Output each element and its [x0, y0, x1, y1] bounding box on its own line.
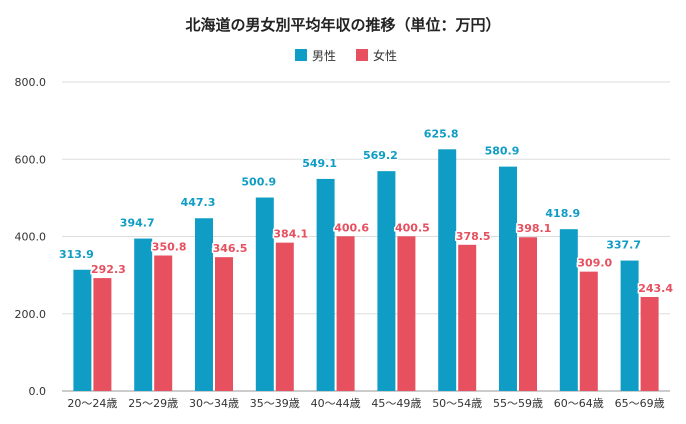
data-label-male: 549.1 [302, 157, 337, 170]
data-label-male: 394.7 [120, 217, 155, 230]
bar-male[interactable] [499, 166, 517, 391]
data-label-female: 292.3 [91, 263, 126, 276]
bar-female[interactable] [579, 271, 598, 391]
bars [73, 149, 659, 391]
data-label-female: 378.5 [456, 230, 491, 243]
x-tick-label: 60～64歳 [554, 397, 604, 410]
x-tick-label: 50～54歳 [432, 397, 482, 410]
bar-female[interactable] [397, 236, 416, 391]
bar-female[interactable] [458, 244, 477, 391]
bar-male[interactable] [620, 260, 639, 391]
legend-item-female[interactable]: 女性 [356, 48, 397, 63]
bar-male[interactable] [559, 229, 578, 391]
bar-female[interactable] [93, 278, 112, 391]
gridlines [62, 81, 670, 392]
data-label-male: 500.9 [241, 176, 276, 189]
x-tick-label: 55～59歳 [493, 397, 543, 410]
x-tick-label: 65～69歳 [615, 397, 665, 410]
data-label-male: 313.9 [59, 248, 94, 261]
legend: 男性 女性 [295, 48, 397, 63]
legend-label-male: 男性 [312, 49, 336, 63]
data-label-male: 625.8 [424, 127, 459, 140]
data-label-female: 384.1 [273, 228, 308, 241]
bar-male[interactable] [195, 218, 213, 391]
x-tick-label: 40～44歳 [311, 397, 361, 410]
data-label-female: 398.1 [517, 222, 552, 235]
bar-female[interactable] [640, 296, 659, 391]
legend-item-male[interactable]: 男性 [295, 49, 336, 63]
data-label-male: 580.9 [485, 145, 520, 158]
x-tick-label: 45～49歳 [371, 397, 421, 410]
data-label-male: 447.3 [181, 196, 216, 209]
data-labels: 313.9 292.3 394.7 350.8 447.3 346.5 500.9 384.1… [58, 126, 675, 297]
data-label-male: 569.2 [363, 149, 398, 162]
y-tick-label: 600.0 [15, 153, 47, 166]
bar-female[interactable] [336, 236, 355, 391]
y-tick-label: 200.0 [15, 308, 47, 321]
bar-male[interactable] [255, 197, 274, 391]
bar-female[interactable] [154, 255, 173, 391]
bar-male[interactable] [316, 178, 335, 391]
y-tick-label: 400.0 [15, 231, 47, 244]
bar-female[interactable] [215, 257, 233, 391]
x-tick-label: 20～24歳 [67, 397, 117, 410]
x-axis: 20～24歳 25～29歳 30～34歳 35～39歳 40～44歳 45～49歳 50～5… [67, 397, 664, 410]
chart-title: 北海道の男女別平均年収の推移（単位：万円） [185, 16, 500, 34]
x-tick-label: 35～39歳 [250, 397, 300, 410]
y-tick-label: 800.0 [15, 76, 47, 89]
bar-male[interactable] [134, 238, 153, 391]
bar-male[interactable] [377, 171, 396, 391]
data-label-female: 346.5 [213, 242, 248, 255]
data-label-female: 309.0 [577, 257, 612, 270]
x-tick-label: 30～34歳 [189, 397, 239, 410]
legend-swatch-male [295, 49, 307, 61]
y-tick-label: 0.0 [29, 385, 47, 398]
data-label-female: 400.5 [395, 221, 430, 234]
data-label-male: 418.9 [545, 207, 580, 220]
bar-female[interactable] [275, 242, 294, 391]
data-label-female: 350.8 [152, 241, 187, 254]
data-label-male: 337.7 [606, 239, 641, 252]
data-label-female: 243.4 [638, 282, 673, 295]
legend-swatch-female [356, 49, 368, 61]
bar-male[interactable] [438, 149, 457, 391]
y-axis: 0.0 200.0 400.0 600.0 800.0 [15, 76, 47, 398]
x-tick-label: 25～29歳 [128, 397, 178, 410]
bar-male[interactable] [73, 269, 92, 391]
bar-female[interactable] [519, 237, 537, 391]
data-label-female: 400.6 [334, 221, 369, 234]
legend-label-female: 女性 [373, 48, 397, 63]
